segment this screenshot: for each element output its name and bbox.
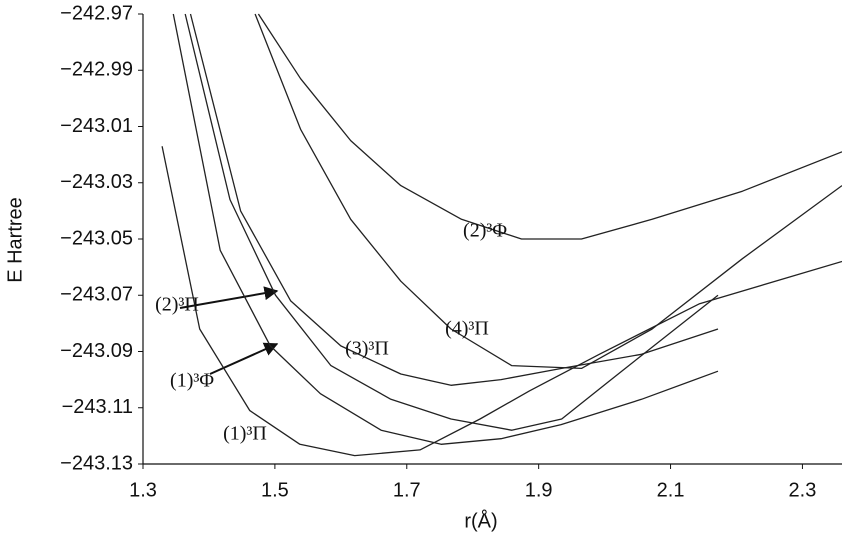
curve-label: (2)³Φ xyxy=(463,220,507,242)
y-tick-label: −243.07 xyxy=(60,284,133,306)
x-tick-label: 1.3 xyxy=(129,479,157,501)
x-axis-label: r(Å) xyxy=(464,509,497,532)
curve-label: (4)³Π xyxy=(445,318,489,340)
x-tick-label: 2.3 xyxy=(789,479,817,501)
curve xyxy=(257,13,842,240)
y-tick-label: −243.09 xyxy=(60,340,133,362)
y-tick-label: −243.11 xyxy=(62,396,133,418)
x-tick-label: 1.7 xyxy=(393,479,421,501)
x-tick-label: 2.1 xyxy=(657,479,685,501)
y-tick-label: −243.03 xyxy=(60,171,133,193)
arrow xyxy=(209,342,279,375)
curve-label: (1)³Φ xyxy=(170,370,214,392)
y-axis-label: E Hartree xyxy=(4,197,26,283)
curve xyxy=(172,13,719,445)
curve xyxy=(189,13,719,386)
x-tick-label: 1.5 xyxy=(261,479,289,501)
x-tick-label: 1.9 xyxy=(525,479,553,501)
curve-label: (3)³Π xyxy=(345,338,389,360)
y-tick-label: −242.97 xyxy=(60,2,133,24)
y-tick-label: −243.13 xyxy=(60,452,133,474)
y-tick-label: −242.99 xyxy=(60,59,133,81)
curve xyxy=(254,13,842,370)
y-tick-label: −243.05 xyxy=(60,227,133,249)
curve-label: (1)³Π xyxy=(223,423,267,445)
curve xyxy=(161,146,842,457)
curve xyxy=(184,13,719,431)
curve-label: (2)³Π xyxy=(155,294,199,316)
arrow xyxy=(179,286,279,309)
y-tick-label: −243.01 xyxy=(60,115,133,137)
